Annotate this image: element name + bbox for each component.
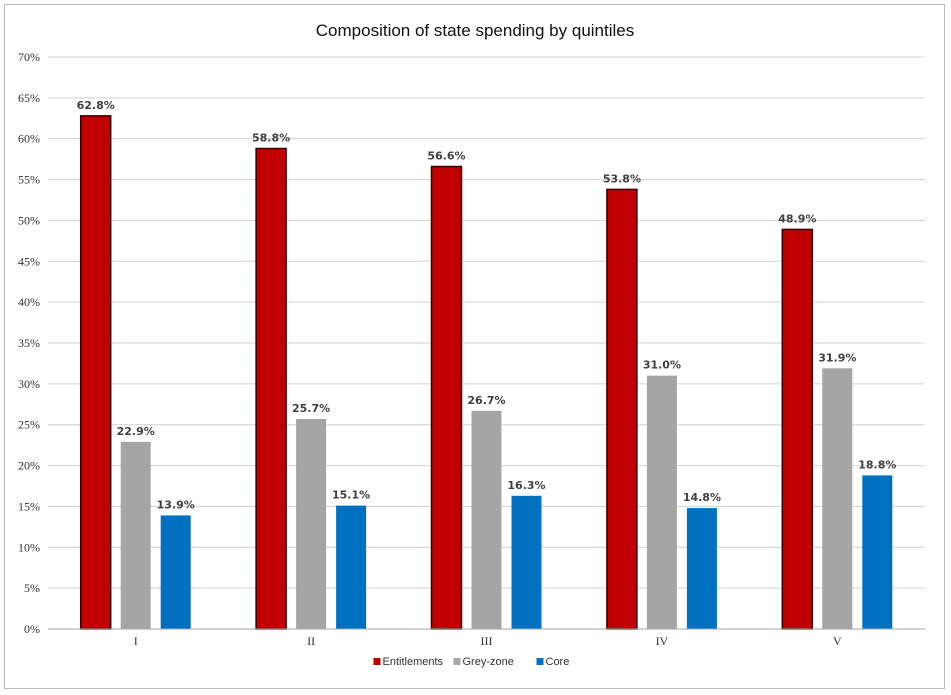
data-label: 62.8% bbox=[77, 99, 115, 112]
bar-entitlements-ii bbox=[255, 147, 287, 630]
y-tick-label: 40% bbox=[18, 295, 40, 309]
legend-label: Grey-zone bbox=[463, 656, 514, 668]
y-tick-label: 25% bbox=[18, 418, 40, 432]
data-label: 31.9% bbox=[818, 351, 856, 364]
bar-entitlements-v bbox=[781, 228, 814, 630]
x-tick-label: IV bbox=[656, 634, 669, 648]
y-tick-label: 60% bbox=[18, 132, 40, 146]
y-tick-label: 50% bbox=[18, 213, 40, 227]
x-tick-label: I bbox=[134, 634, 138, 648]
y-tick-label: 55% bbox=[18, 173, 40, 187]
chart-title: Composition of state spending by quintil… bbox=[316, 21, 634, 40]
y-tick-label: 5% bbox=[24, 581, 40, 595]
x-tick-label: III bbox=[481, 634, 493, 648]
legend-label: Core bbox=[546, 656, 570, 668]
y-tick-label: 65% bbox=[18, 91, 40, 105]
data-label: 31.0% bbox=[643, 359, 681, 372]
bar-entitlements-iii bbox=[430, 165, 463, 630]
y-tick-label: 70% bbox=[18, 50, 40, 64]
bar-entitlements-i bbox=[79, 115, 112, 630]
legend-swatch-grey-zone bbox=[453, 658, 461, 665]
data-label: 25.7% bbox=[292, 402, 330, 415]
data-label: 56.6% bbox=[427, 149, 465, 162]
y-tick-label: 35% bbox=[18, 336, 40, 350]
x-tick-label: II bbox=[307, 634, 315, 648]
bar-grey-zone-v bbox=[822, 368, 853, 629]
legend-label: Entitlements bbox=[383, 656, 444, 668]
bar-core-iv bbox=[686, 508, 717, 629]
data-labels: 62.8% 22.9% 13.9% 58.8% 25.7% 15.1% 56.6% 26.7%… bbox=[77, 99, 897, 512]
data-label: 26.7% bbox=[467, 394, 505, 407]
bar-grey-zone-i bbox=[120, 441, 151, 629]
data-label: 58.8% bbox=[252, 132, 290, 145]
bar-grey-zone-iii bbox=[471, 410, 502, 629]
gridlines bbox=[48, 56, 925, 589]
y-axis-ticks: 0% 5% 10% 15% 20% 25% 30% 35% 40% 45% 50% 55% 60% 65%… bbox=[18, 50, 40, 636]
data-label: 14.8% bbox=[683, 491, 721, 504]
data-label: 13.9% bbox=[157, 498, 195, 511]
data-label: 48.9% bbox=[778, 212, 816, 225]
y-tick-label: 30% bbox=[18, 377, 40, 391]
y-tick-label: 20% bbox=[18, 459, 40, 473]
bars bbox=[79, 115, 893, 630]
bar-core-v bbox=[862, 475, 893, 629]
y-tick-label: 45% bbox=[18, 254, 40, 268]
x-axis-ticks: I II III IV V bbox=[134, 634, 842, 648]
bar-core-ii bbox=[336, 505, 367, 629]
y-tick-label: 10% bbox=[18, 540, 40, 554]
legend: Entitlements Grey-zone Core bbox=[373, 656, 570, 668]
data-label: 16.3% bbox=[507, 479, 545, 492]
data-label: 18.8% bbox=[858, 458, 896, 471]
y-tick-label: 0% bbox=[24, 622, 40, 636]
bar-core-i bbox=[160, 515, 191, 629]
data-label: 53.8% bbox=[603, 172, 641, 185]
legend-swatch-entitlements bbox=[373, 658, 381, 665]
bar-entitlements-iv bbox=[606, 188, 638, 630]
bar-grey-zone-ii bbox=[296, 418, 327, 629]
bar-core-iii bbox=[511, 495, 542, 629]
data-label: 22.9% bbox=[117, 425, 155, 438]
data-label: 15.1% bbox=[332, 489, 370, 502]
bar-grey-zone-iv bbox=[646, 375, 677, 629]
legend-swatch-core bbox=[536, 658, 544, 665]
y-tick-label: 15% bbox=[18, 499, 40, 513]
x-tick-label: V bbox=[833, 634, 842, 648]
